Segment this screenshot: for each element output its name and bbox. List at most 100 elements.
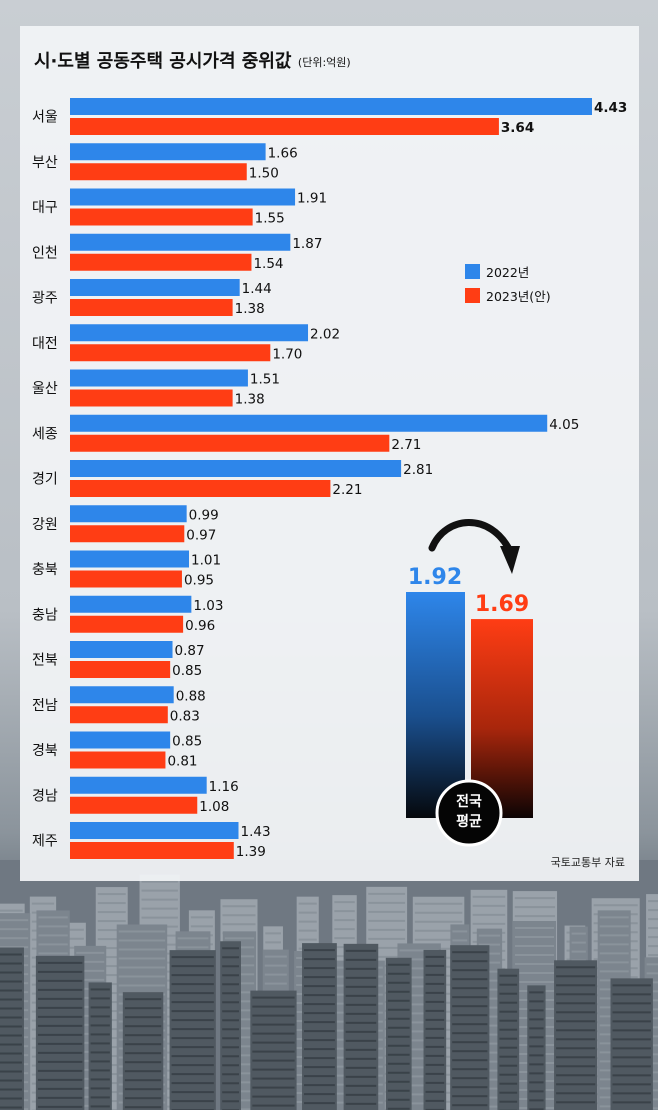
national-average-inset: 1.92 1.69 전국 평균 [406,519,533,847]
building-window-row [452,1032,488,1035]
building-window-row [222,923,256,926]
building-window-row [499,974,518,977]
category-label: 경남 [32,788,58,804]
chart-title: 시·도별 공동주택 공시가격 중위값 [34,51,292,72]
building-silhouette [385,957,412,1110]
building-window-row [0,1070,22,1073]
building-window-row [304,1030,335,1033]
building-window-row [124,1034,162,1037]
building-window-row [612,1074,651,1077]
building-silhouette [302,943,337,1110]
building-window-row [472,895,506,898]
building-window-row [425,1099,445,1102]
value-label-2022: 1.01 [191,553,221,569]
building-window-row [222,947,239,950]
building-silhouette [450,945,490,1110]
building-window-row [556,1092,596,1095]
legend-swatch-2023 [465,288,480,303]
building-window-row [514,972,555,975]
building-window-row [304,994,335,997]
building-window-row [556,984,596,987]
building-window-row [141,880,178,883]
bar-2023 [70,525,185,543]
building-window-row [0,1016,22,1019]
building-window-row [171,1001,214,1004]
building-window-row [304,1048,335,1051]
building-window-row [37,1015,83,1018]
building-window-row [648,909,658,912]
value-label-2023: 0.83 [170,708,200,724]
building-window-row [599,970,629,973]
building-window-row [222,1082,239,1085]
bars-group: 서울 4.43 3.64 부산 1.66 1.50 대구 1.91 1.55 인천 1.87 1.54… [32,98,627,860]
category-label: 광주 [32,291,58,307]
category-label: 세종 [32,426,58,442]
building-window-row [514,981,555,984]
building-window-row [222,1028,239,1031]
value-label-2023: 1.39 [236,844,266,860]
building-window-row [556,1029,596,1032]
building-window-row [399,994,439,997]
building-window-row [345,1093,377,1096]
building-window-row [345,1084,377,1087]
value-label-2022: 1.66 [268,145,298,161]
building-window-row [0,1034,22,1037]
bar-2022 [70,279,240,296]
bar-2022 [70,550,190,568]
building-window-row [452,1095,488,1098]
building-window-row [599,961,629,964]
building-window-row [499,1100,518,1103]
building-window-row [452,1068,488,1071]
building-window-row [97,974,126,977]
building-window-row [304,1012,335,1015]
building-window-row [529,1018,544,1021]
building-window-row [529,1108,544,1110]
building-window-row [499,983,518,986]
building-window-row [529,1063,544,1066]
building-window-row [425,1036,445,1039]
building-window-row [76,951,105,954]
building-window-row [478,1015,501,1018]
building-window-row [97,911,126,914]
building-window-row [478,1078,501,1081]
legend-swatch-2022 [465,264,480,279]
building-window-row [97,956,126,959]
value-label-2023: 1.54 [253,256,283,272]
building-window-row [514,936,555,939]
building-window-row [171,1019,214,1022]
building-window-row [399,1003,439,1006]
building-window-row [556,1056,596,1059]
value-label-2022: 1.87 [292,236,322,252]
building-window-row [345,1039,377,1042]
value-label-2022: 4.43 [594,100,627,116]
building-window-row [334,901,355,904]
building-window-row [425,1045,445,1048]
building-window-row [0,1043,22,1046]
building-window-row [37,997,83,1000]
building-window-row [222,1073,239,1076]
building-silhouette [610,978,653,1110]
building-window-row [499,1010,518,1013]
category-label: 경기 [32,472,58,488]
building-window-row [478,961,501,964]
bar-2023 [70,389,233,407]
building-window-row [387,981,410,984]
building-window-row [452,1077,488,1080]
building-window-row [387,1026,410,1029]
building-window-row [304,1066,335,1069]
bar-2023 [70,163,247,181]
building-window-row [345,1012,377,1015]
building-window-row [646,972,658,975]
building-window-row [222,956,239,959]
building-window-row [399,1075,439,1078]
building-window-row [648,954,658,957]
unit-label: (단위:억원) [298,56,351,69]
building-window-row [399,1039,439,1042]
building-window-row [425,973,445,976]
building-window-row [124,1007,162,1010]
building-window-row [499,992,518,995]
building-window-row [478,1024,501,1027]
building-window-row [298,938,317,941]
building-window-row [264,964,287,967]
building-window-row [556,1065,596,1068]
